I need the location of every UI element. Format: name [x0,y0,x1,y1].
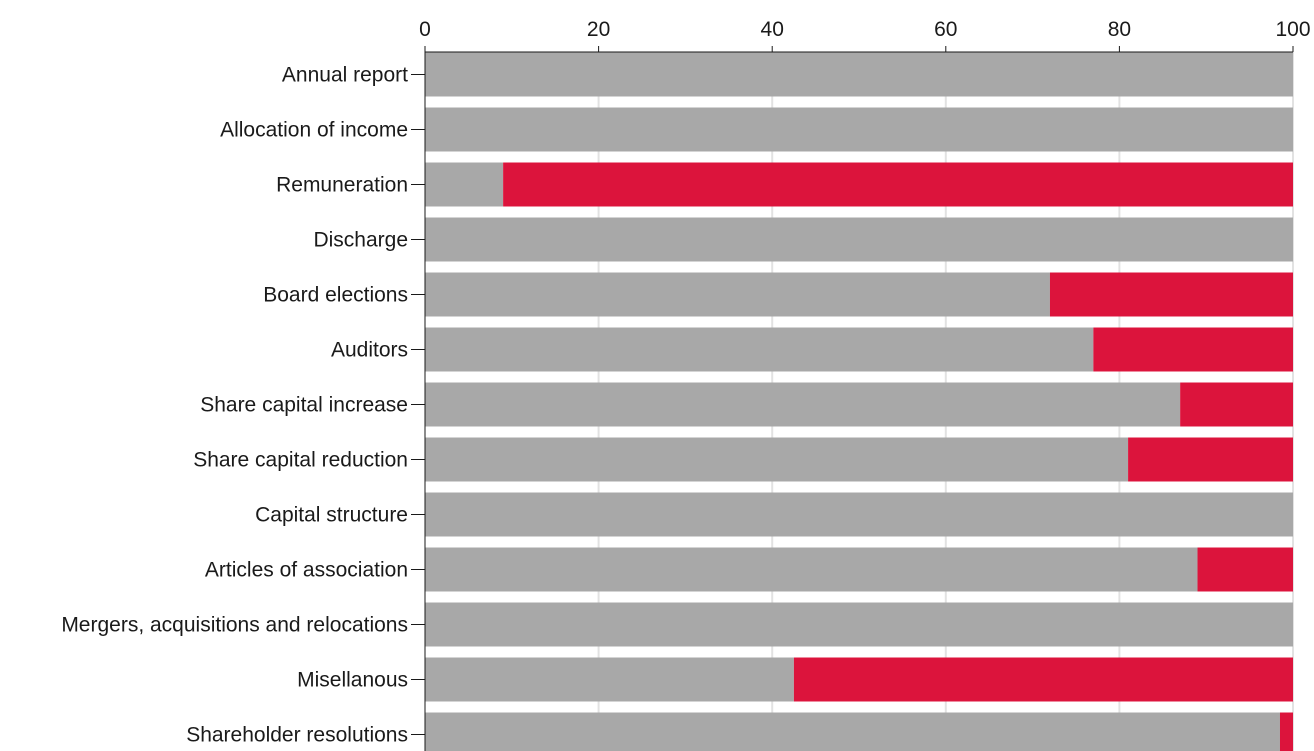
bar-segment-6-1 [1180,382,1293,427]
category-label-12: Shareholder resolutions [186,724,408,747]
bar-segment-2-0 [425,162,504,207]
bar-segment-4-0 [425,272,1050,317]
bar-segment-7-1 [1128,437,1293,482]
bar-segment-5-1 [1093,327,1293,372]
bar-segment-5-0 [425,327,1094,372]
bar-segment-8-0 [425,492,1293,537]
bar-segment-4-1 [1049,272,1293,317]
category-label-6: Share capital increase [200,394,408,417]
bars [425,52,1293,751]
bar-segment-2-1 [503,162,1293,207]
bar-segment-11-0 [425,657,794,702]
x-tick-label-0: 0 [419,18,431,41]
bar-segment-11-1 [793,657,1293,702]
category-label-7: Share capital reduction [193,449,408,472]
bar-segment-6-0 [425,382,1181,427]
bar-segment-12-1 [1279,712,1293,751]
category-label-4: Board elections [263,284,408,307]
axes [411,46,1294,751]
bar-segment-0-0 [425,52,1293,97]
bar-segment-1-0 [425,107,1293,152]
x-tick-label-20: 20 [587,18,610,41]
x-tick-label-60: 60 [934,18,957,41]
category-label-5: Auditors [331,339,408,362]
labels: 0 20 40 60 80 100 Annual report Allocation of i… [61,18,1310,747]
bar-segment-9-1 [1197,547,1293,592]
x-tick-label-100: 100 [1275,18,1310,41]
category-label-9: Articles of association [205,559,408,582]
category-label-0: Annual report [282,64,408,87]
bar-segment-10-0 [425,602,1293,647]
bar-segment-12-0 [425,712,1280,751]
category-label-11: Misellanous [297,669,408,692]
x-tick-label-80: 80 [1108,18,1131,41]
category-label-1: Allocation of income [220,119,408,142]
category-label-2: Remuneration [276,174,408,197]
x-tick-label-40: 40 [761,18,784,41]
bar-segment-7-0 [425,437,1129,482]
category-label-3: Discharge [313,229,408,252]
category-label-10: Mergers, acquisitions and relocations [61,614,408,637]
category-label-8: Capital structure [255,504,408,527]
bar-segment-3-0 [425,217,1293,262]
bar-segment-9-0 [425,547,1198,592]
